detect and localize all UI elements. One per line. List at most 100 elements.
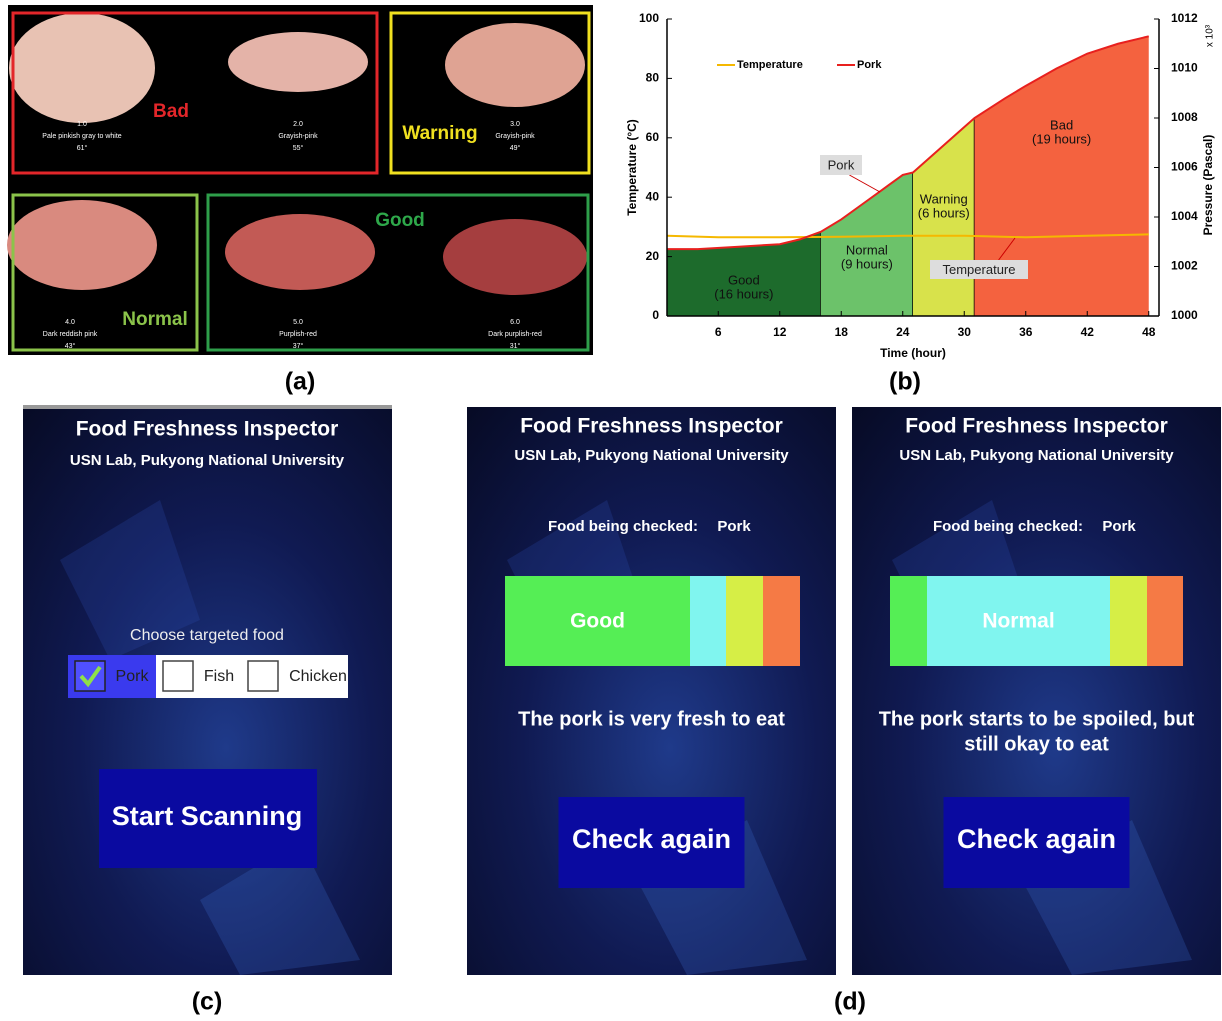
status-bar xyxy=(23,405,392,409)
y-tick-label: 60 xyxy=(646,130,660,144)
y2-multiplier: x 10³ xyxy=(1205,24,1216,47)
x-tick-label: 42 xyxy=(1081,325,1095,339)
sample-score: 4.0 xyxy=(65,319,75,326)
group-label: Bad xyxy=(153,101,189,122)
result-message: The pork is very fresh to eat xyxy=(518,708,785,730)
x-tick-label: 18 xyxy=(835,325,849,339)
sample-score: 1.0 xyxy=(77,121,87,128)
button-label[interactable]: Check again xyxy=(957,824,1116,854)
panel-d: (d) Food Freshness Inspector USN Lab, Puk… xyxy=(467,407,1221,1016)
status-segment xyxy=(1110,576,1147,666)
sample-score: 3.0 xyxy=(510,121,520,128)
caption: (c) xyxy=(192,988,223,1016)
y-tick-label: 40 xyxy=(646,189,660,203)
zone-duration: (16 hours) xyxy=(714,286,773,301)
y2-axis-label: Pressure (Pascal) xyxy=(1201,135,1215,236)
annotation: Temperature xyxy=(943,262,1016,277)
zone-label: Good xyxy=(728,272,760,287)
sample-description: Purplish-red xyxy=(279,331,317,338)
status-segment xyxy=(726,576,763,666)
food-label: Food being checked: xyxy=(548,518,698,535)
group-label: Good xyxy=(375,210,425,231)
status-segment xyxy=(1147,576,1183,666)
checkbox[interactable] xyxy=(248,661,278,691)
legend-label: Pork xyxy=(857,59,882,71)
annotation-arrow xyxy=(849,175,880,192)
result-message: still okay to eat xyxy=(964,733,1109,755)
y2-tick-label: 1000 xyxy=(1171,308,1198,322)
y2-tick-label: 1012 xyxy=(1171,11,1198,25)
y2-tick-label: 1008 xyxy=(1171,110,1198,124)
caption: (a) xyxy=(285,368,316,396)
result-message: The pork starts to be spoiled, but xyxy=(879,708,1195,730)
zone-duration: (19 hours) xyxy=(1032,131,1091,146)
sample-description: Pale pinkish gray to white xyxy=(42,133,121,140)
x-tick-label: 36 xyxy=(1019,325,1033,339)
y-axis-label: Temperature (°C) xyxy=(625,119,639,216)
sample-description: Dark reddish pink xyxy=(43,331,98,338)
food-name: Pork xyxy=(1102,518,1136,535)
zone-label: Normal xyxy=(846,242,888,257)
y-tick-label: 100 xyxy=(639,11,659,25)
prompt: Choose targeted food xyxy=(130,627,284,644)
app-subtitle: USN Lab, Pukyong National University xyxy=(514,447,789,464)
app-title: Food Freshness Inspector xyxy=(76,418,339,441)
zone-duration: (6 hours) xyxy=(918,205,970,220)
meat-sample xyxy=(9,13,155,123)
status-segment xyxy=(690,576,726,666)
option-label[interactable]: Fish xyxy=(204,668,234,685)
sample-angle: 49° xyxy=(510,144,521,152)
app-title: Food Freshness Inspector xyxy=(520,415,783,438)
status-label: Good xyxy=(570,610,625,633)
food-label: Food being checked: xyxy=(933,518,1083,535)
meat-sample xyxy=(7,200,157,290)
y-tick-label: 0 xyxy=(652,308,659,322)
option-label[interactable]: Chicken xyxy=(289,668,347,685)
caption: (d) xyxy=(834,988,866,1016)
screen: Food Freshness Inspector USN Lab, Pukyong… xyxy=(852,407,1221,975)
food-name: Pork xyxy=(717,518,751,535)
status-segment xyxy=(890,576,927,666)
meat-sample xyxy=(225,214,375,290)
zone-duration: (9 hours) xyxy=(841,256,893,271)
sample-description: Grayish-pink xyxy=(495,133,535,140)
checkbox[interactable] xyxy=(163,661,193,691)
zone-label: Bad xyxy=(1050,117,1073,132)
button-label[interactable]: Check again xyxy=(572,824,731,854)
x-tick-label: 6 xyxy=(715,325,722,339)
x-tick-label: 30 xyxy=(958,325,972,339)
sample-angle: 37° xyxy=(293,342,304,350)
figure: Bad Warning Normal Good 1.0 Pale pinkish … xyxy=(0,0,1222,1021)
y2-tick-label: 1004 xyxy=(1171,209,1198,223)
y2-tick-label: 1002 xyxy=(1171,259,1198,273)
x-tick-label: 12 xyxy=(773,325,787,339)
screen: Food Freshness Inspector USN Lab, Pukyong… xyxy=(467,407,836,975)
sample-angle: 61° xyxy=(77,144,88,152)
panel-c: Food Freshness Inspector USN Lab, Pukyon… xyxy=(23,405,392,1016)
y2-tick-label: 1010 xyxy=(1171,61,1198,75)
sample-score: 6.0 xyxy=(510,319,520,326)
y-tick-label: 20 xyxy=(646,249,660,263)
annotation: Pork xyxy=(828,157,855,172)
option-label[interactable]: Pork xyxy=(116,668,150,685)
sample-description: Grayish-pink xyxy=(278,133,318,140)
checkbox[interactable] xyxy=(75,661,105,691)
group-label: Warning xyxy=(402,123,477,144)
y-tick-label: 80 xyxy=(646,71,660,85)
app-subtitle: USN Lab, Pukyong National University xyxy=(899,447,1174,464)
status-segment xyxy=(763,576,800,666)
meat-sample xyxy=(443,219,587,295)
y2-tick-label: 1006 xyxy=(1171,160,1198,174)
caption: (b) xyxy=(889,368,921,396)
meat-sample xyxy=(445,23,585,107)
sample-description: Dark purplish-red xyxy=(488,331,542,338)
status-label: Normal xyxy=(982,610,1054,633)
app-title: Food Freshness Inspector xyxy=(905,415,1168,438)
sample-angle: 55° xyxy=(293,144,304,152)
sample-score: 5.0 xyxy=(293,319,303,326)
button-label[interactable]: Start Scanning xyxy=(112,801,303,831)
app-subtitle: USN Lab, Pukyong National University xyxy=(70,452,345,469)
meat-sample xyxy=(228,32,368,92)
panel-b: Good(16 hours)Normal(9 hours)Warning(6 h… xyxy=(625,11,1215,395)
